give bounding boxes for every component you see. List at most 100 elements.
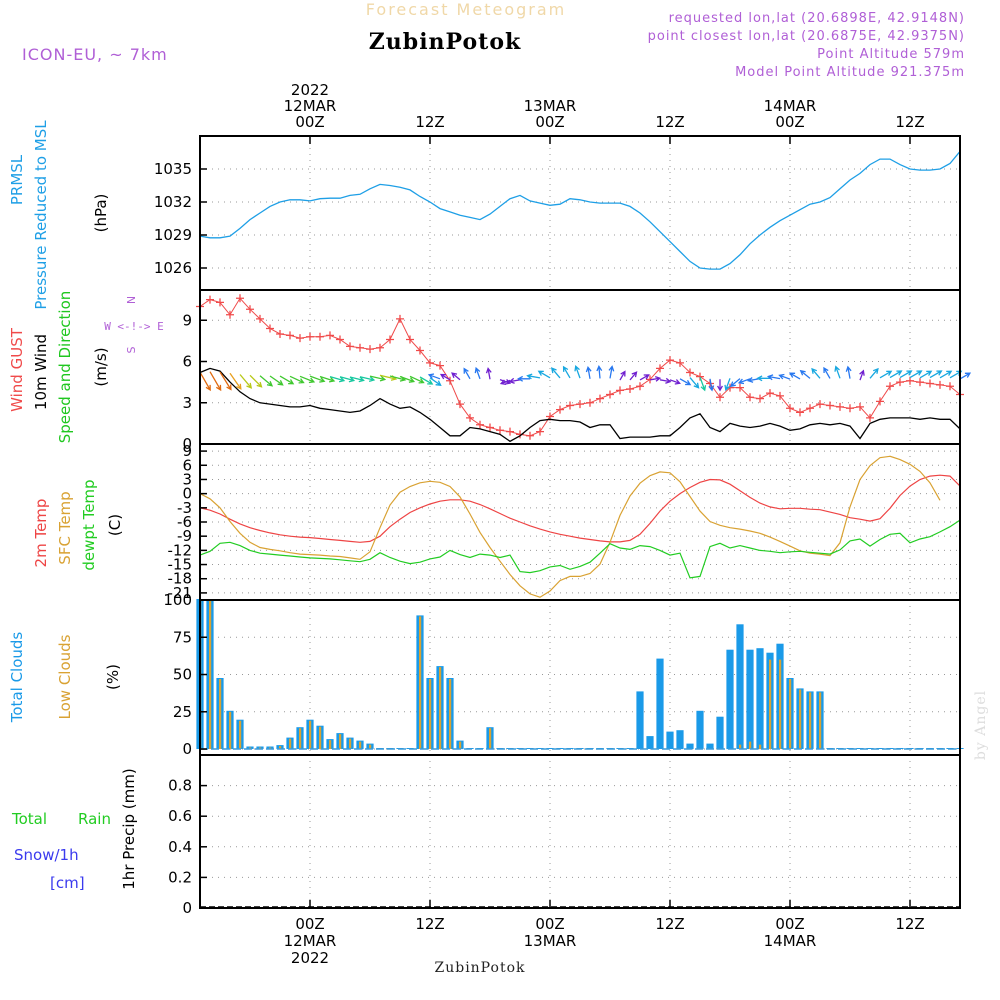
wind-direction-arrow xyxy=(834,365,841,379)
gust-marker xyxy=(796,408,804,417)
wind-direction-arrow xyxy=(845,365,852,379)
gust-marker xyxy=(876,397,884,406)
wind-direction-arrow xyxy=(339,376,356,383)
bottom-time-label: 13MAR xyxy=(524,932,577,950)
gust-marker xyxy=(836,402,844,411)
wind-direction-arrow xyxy=(823,366,831,379)
gust-marker xyxy=(536,427,544,436)
clouds-ytick-label: 75 xyxy=(173,628,192,646)
compass-s: S xyxy=(125,346,138,353)
low-cloud-bar xyxy=(219,679,222,749)
gust-marker xyxy=(446,376,454,385)
low-cloud-bar xyxy=(349,738,352,749)
wind-direction-arrow xyxy=(399,375,416,383)
precip-ytick-label: 0 xyxy=(182,899,192,917)
top-time-label: 14MAR xyxy=(764,97,817,115)
wind-direction-arrow xyxy=(229,372,242,390)
gust-marker xyxy=(246,305,254,314)
pressure-ytick-label: 1029 xyxy=(154,226,192,244)
wind-direction-arrow xyxy=(939,370,953,379)
clouds-ytick-label: 50 xyxy=(173,666,192,684)
wind-direction-arrow xyxy=(419,376,434,385)
wind-gust-label: Wind GUST xyxy=(8,327,26,412)
gust-marker xyxy=(766,389,774,398)
sfc-temp-line xyxy=(199,455,941,598)
model-label: ICON-EU, ~ 7km xyxy=(22,45,168,64)
precip-ytick-label: 0.2 xyxy=(168,868,192,886)
bottom-time-label: 00Z xyxy=(535,915,564,933)
low-cloud-bar xyxy=(799,689,802,749)
wind-direction-arrow xyxy=(439,373,451,381)
data-layer xyxy=(196,150,972,908)
snow-label: Snow/1h xyxy=(14,846,79,864)
total-cloud-bar xyxy=(866,748,874,749)
wind-speed-dir-label: Speed and Direction xyxy=(56,291,74,444)
gust-marker xyxy=(386,335,394,344)
total-cloud-bar xyxy=(706,743,714,750)
wind-direction-arrow xyxy=(724,378,731,392)
bottom-time-label: 12Z xyxy=(415,915,444,933)
wind-direction-arrow xyxy=(909,370,923,379)
gust-marker xyxy=(456,400,464,409)
gust-marker xyxy=(276,330,284,338)
clouds-ytick-label: 0 xyxy=(182,740,192,758)
total-cloud-bar xyxy=(756,648,764,750)
gust-marker xyxy=(826,401,834,410)
gust-marker xyxy=(916,378,924,387)
precip-ytick-label: 0.4 xyxy=(168,838,192,856)
watermark: by Angel xyxy=(973,690,989,760)
gust-marker xyxy=(426,358,434,367)
wind-direction-arrow xyxy=(708,378,715,392)
low-cloud-bar xyxy=(279,746,282,750)
wind-direction-arrow xyxy=(879,370,893,379)
low-cloud-bar xyxy=(819,692,822,749)
gust-marker xyxy=(216,298,224,307)
temp-ytick-label: 9 xyxy=(182,442,192,460)
low-cloud-bar xyxy=(439,667,442,750)
total-cloud-bar xyxy=(636,691,644,749)
gust-marker xyxy=(236,294,244,303)
total-cloud-bar xyxy=(686,743,694,750)
wind-direction-arrow xyxy=(649,375,662,382)
low-cloud-bar xyxy=(259,747,262,749)
gust-marker xyxy=(886,382,894,391)
wind-direction-arrow xyxy=(669,379,681,385)
wind-direction-arrow xyxy=(859,369,865,381)
gust-marker xyxy=(606,390,614,399)
gust-marker xyxy=(306,332,314,341)
gust-marker xyxy=(816,400,824,409)
gust-marker xyxy=(296,334,304,343)
wind-direction-arrow xyxy=(508,377,521,384)
low-cloud-bar xyxy=(319,726,322,750)
pressure-ytick-label: 1032 xyxy=(154,193,192,211)
pressure-line xyxy=(199,150,961,270)
gust-marker xyxy=(686,368,694,377)
wind-direction-arrow xyxy=(451,372,461,381)
total-cloud-bar xyxy=(736,624,744,749)
wind-direction-arrow xyxy=(869,367,879,379)
wind-ytick-label: 6 xyxy=(182,353,192,371)
low-cloud-bar xyxy=(789,679,792,749)
low-cloud-bar xyxy=(289,738,292,749)
total-cloud-bar xyxy=(696,710,704,750)
gust-marker xyxy=(486,423,494,432)
wind-direction-arrow xyxy=(209,371,222,392)
wind-direction-arrow xyxy=(756,375,770,382)
gust-marker xyxy=(406,335,414,344)
top-time-label: 12Z xyxy=(415,113,444,131)
wind-ytick-label: 3 xyxy=(182,394,192,412)
low-cloud-bar xyxy=(339,734,342,749)
wind-direction-arrow xyxy=(562,365,571,379)
temp-ytick-label: -18 xyxy=(168,570,193,588)
wind-direction-arrow xyxy=(427,373,441,380)
low-cloud-bar xyxy=(269,747,272,749)
gust-marker xyxy=(506,427,514,436)
wind-ytick-label: 0 xyxy=(182,435,192,453)
gust-marker xyxy=(356,343,364,352)
gust-marker xyxy=(416,346,424,355)
gust-marker xyxy=(266,324,274,333)
top-time-label: 13MAR xyxy=(524,97,577,115)
label-layer: 10261029103210350369-21-18-15-12-9-6-303… xyxy=(8,81,925,967)
temp-ytick-label: 6 xyxy=(182,456,192,474)
gust-marker xyxy=(206,295,214,304)
